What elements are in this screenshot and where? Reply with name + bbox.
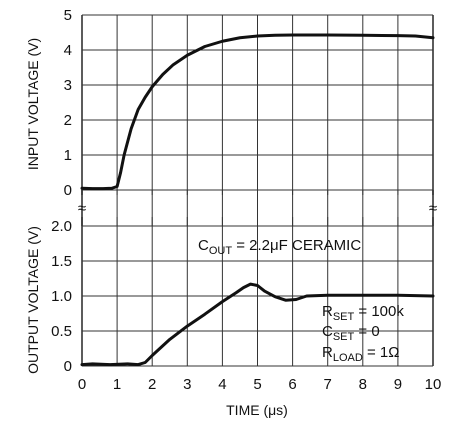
series-marks xyxy=(80,33,435,367)
y-tick-label: 0 xyxy=(64,358,72,375)
output-voltage-line xyxy=(80,282,435,367)
y-tick-label: 0.5 xyxy=(51,323,72,340)
y-tick-label: 4 xyxy=(64,42,72,59)
input-voltage-line xyxy=(80,33,435,191)
x-tick-label: 4 xyxy=(218,376,226,393)
x-tick-label: 7 xyxy=(324,376,332,393)
x-tick-label: 2 xyxy=(148,376,156,393)
y-tick-label: 0 xyxy=(64,182,72,199)
x-axis-label: TIME (μs) xyxy=(226,402,288,418)
y-tick-label: 2.0 xyxy=(51,218,72,235)
x-tick-label: 9 xyxy=(394,376,402,393)
axis-break-mark: ≈ xyxy=(78,200,86,217)
y-tick-label: 1.5 xyxy=(51,253,72,270)
x-tick-label: 10 xyxy=(425,376,442,393)
y-tick-label: 1 xyxy=(64,147,72,164)
axis-break-mark: ≈ xyxy=(429,200,437,217)
annotation-cset: CSET = 0 xyxy=(322,323,380,343)
x-tick-label: 3 xyxy=(183,376,191,393)
annotation-cout: COUT = 2.2μF CERAMIC xyxy=(198,237,361,257)
y-tick-label: 5 xyxy=(64,7,72,24)
y-tick-label: 1.0 xyxy=(51,288,72,305)
y-axis-label-input: INPUT VOLTAGE (V) xyxy=(25,38,41,170)
x-tick-label: 8 xyxy=(359,376,367,393)
y-tick-label: 2 xyxy=(64,112,72,129)
y-tick-label: 3 xyxy=(64,77,72,94)
annotation-rset: RSET = 100k xyxy=(322,303,404,323)
x-tick-label: 5 xyxy=(253,376,261,393)
x-tick-label: 6 xyxy=(288,376,296,393)
annotation-rload: RLOAD = 1Ω xyxy=(322,344,399,364)
x-tick-label: 0 xyxy=(78,376,86,393)
x-tick-label: 1 xyxy=(113,376,121,393)
grid xyxy=(70,14,445,367)
tick-labels: 0 1 2 3 4 5 6 7 8 9 10 0 1 2 3 4 5 0 0.5 1.0 1.5 2.0 ≈ ≈ xyxy=(51,7,441,393)
y-axis-label-output: OUTPUT VOLTAGE (V) xyxy=(25,226,41,374)
